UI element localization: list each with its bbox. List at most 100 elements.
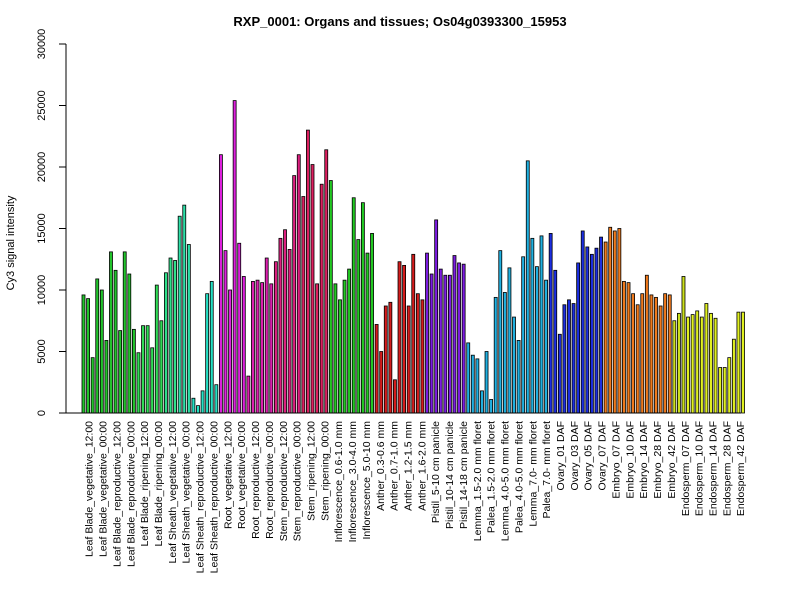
x-tick-label: Lemma_4.0-5.0 mm floret [500,421,512,541]
bar [122,251,127,414]
bar [223,250,228,414]
bar [177,215,182,414]
y-tick-label: 0 [36,410,48,416]
bar [589,253,594,414]
x-tick-label: Ovary_07 DAF [597,421,609,490]
bar [324,149,329,414]
bar [686,316,690,414]
bar [168,257,173,414]
x-tick-label: Embryo_28 DAF [652,421,664,499]
x-tick-label: Palea_4.0-5.0 mm floret [513,421,525,533]
bar [246,375,251,414]
bar [502,292,507,414]
bar [741,311,745,414]
bar [438,268,443,414]
x-tick-label: Stem_reproductive_00:00 [292,421,304,541]
x-tick-label: Inflorescence_3.0-4.0 mm [347,421,359,543]
bar [484,351,489,414]
bar [237,242,242,414]
bar [118,330,123,414]
bar [557,333,562,414]
x-tick-label: Leaf Sheath_vegetative_12:00 [167,421,179,564]
bar [374,324,379,414]
bar [196,405,200,414]
bar [567,299,571,414]
bar [269,283,274,414]
y-tick-label: 25000 [36,90,48,121]
bar [232,100,237,414]
bar [709,312,713,414]
bar [663,293,668,414]
bar-series [81,100,745,414]
chart-title: RXP_0001: Organs and tissues; Os04g03933… [233,14,566,29]
bar [287,249,292,414]
bar [273,261,278,414]
bar [145,325,150,414]
bar [699,316,704,414]
x-axis: Leaf Blade_vegetative_12:00 Leaf Blade_ve… [66,412,747,573]
x-tick-label: Root_reproductive_00:00 [264,421,276,539]
x-tick-label: Endosperm_14 DAF [707,421,719,516]
bar [429,273,434,414]
bar [553,269,558,414]
bar [278,237,283,414]
bar [159,320,164,414]
x-tick-label: Palea_7.0- mm floret [541,421,553,519]
x-tick-label: Leaf Blade_vegetative_12:00 [84,421,96,557]
bar [191,397,196,414]
bar [415,293,420,414]
bar [393,379,397,414]
bar [200,390,205,414]
bar [241,276,246,414]
x-tick-label: Ovary_05 DAF [583,421,595,490]
bar [113,269,118,414]
bar [164,272,168,414]
bar [507,267,512,414]
x-tick-label: Embryo_10 DAF [624,421,636,499]
bar [562,304,567,414]
bar [283,229,287,414]
bar [470,354,475,414]
x-tick-label: Stem_ripening_12:00 [305,421,317,521]
x-tick-label: Stem_reproductive_12:00 [278,421,290,541]
bar [255,279,260,414]
bar [695,310,700,414]
bar [365,252,370,414]
x-tick-label: Leaf Blade_reproductive_12:00 [111,421,123,567]
bar [548,233,553,414]
bar [182,204,187,414]
x-tick-label: Leaf Blade_reproductive_00:00 [125,421,137,567]
bar [86,298,90,414]
x-tick-label: Lemma_7.0- mm floret [527,421,539,527]
bar [260,282,265,414]
x-tick-label: Leaf Sheath_vegetative_00:00 [181,421,193,564]
bar [631,293,635,414]
x-tick-label: Stem_ripening_00:00 [319,421,331,521]
x-tick-label: Root_reproductive_12:00 [250,421,262,539]
bar [489,399,494,414]
x-tick-label: Embryo_07 DAF [610,421,622,499]
y-tick-label: 15000 [36,213,48,244]
bar [544,279,548,414]
bar [99,289,104,414]
x-tick-label: Anther_1.6-2.0 mm [416,421,428,511]
x-tick-label: Ovary_03 DAF [569,421,581,490]
bar [480,390,484,414]
bar [90,357,95,414]
x-tick-label: Endosperm_07 DAF [680,421,692,516]
x-tick-label: Endosperm_42 DAF [735,421,747,516]
bar [447,274,452,414]
bar [718,367,723,414]
bar [186,244,191,414]
y-axis: 0 5000 10000 15000 20000 25000 30000 [36,29,67,416]
bar [397,261,402,414]
bar [690,314,695,414]
bar [141,325,145,414]
bar [493,296,498,414]
bar [530,237,535,414]
bar [218,154,223,414]
bar [420,299,425,414]
x-tick-label: Endosperm_28 DAF [721,421,733,516]
bar [296,154,301,414]
bar [109,251,113,414]
